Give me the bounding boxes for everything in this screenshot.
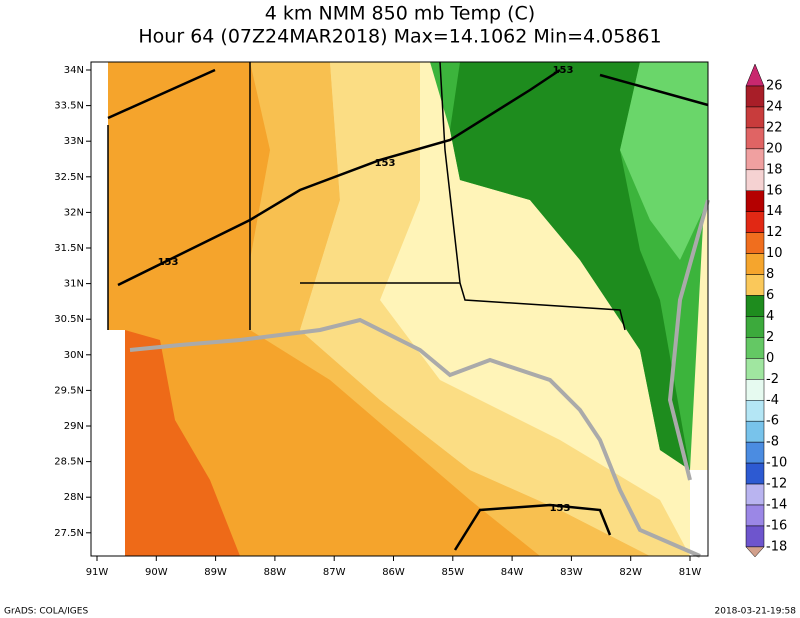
contour-label: 153 xyxy=(553,65,574,76)
orange-region xyxy=(108,62,540,556)
lon-label: 89W xyxy=(204,567,227,578)
state-borders xyxy=(107,61,626,331)
colorbar-label: -10 xyxy=(766,456,787,471)
colorbar-label: -14 xyxy=(766,498,787,513)
footer-left: GrADS: COLA/IGES xyxy=(4,607,88,617)
colorbar-arrow-bottom xyxy=(745,546,765,558)
colorbar-label: 24 xyxy=(766,99,783,114)
colorbar-label: 10 xyxy=(766,246,783,261)
colorbar-label: -18 xyxy=(766,539,787,554)
lon-label: 88W xyxy=(264,567,287,578)
colorbar-box xyxy=(745,127,765,150)
colorbar-label: 26 xyxy=(766,79,783,94)
colorbar-box xyxy=(745,462,765,485)
colorbar-label: 0 xyxy=(766,351,774,366)
coastline-east xyxy=(667,199,710,481)
colorbar-label: 6 xyxy=(766,288,774,303)
lon-label: 83W xyxy=(560,567,583,578)
colorbar-box xyxy=(745,337,765,359)
colorbar-box xyxy=(745,525,765,548)
colorbar-label: -8 xyxy=(766,435,779,450)
lat-label: 29N xyxy=(64,421,84,432)
colorbar-box xyxy=(745,441,765,464)
yellow-region xyxy=(300,62,690,556)
contour-label: 153 xyxy=(375,158,396,169)
dark-green-region xyxy=(450,62,690,470)
lat-label: 32N xyxy=(64,207,84,218)
colorbar-box xyxy=(745,85,765,108)
height-contours xyxy=(107,68,709,551)
lon-label: 85W xyxy=(441,567,464,578)
colorbar-label: -6 xyxy=(766,414,779,429)
colorbar-box xyxy=(745,169,765,192)
lat-label: 30N xyxy=(64,350,84,361)
lon-label: 90W xyxy=(145,567,168,578)
colorbar-label: -2 xyxy=(766,372,779,387)
lat-label: 30.5N xyxy=(54,314,84,325)
lat-label: 32.5N xyxy=(54,172,84,183)
colorbar-label: -16 xyxy=(766,518,787,533)
map-field xyxy=(91,61,710,558)
colorbar-label: 16 xyxy=(766,183,783,198)
colorbar-arrow-top xyxy=(745,63,765,87)
colorbar-box xyxy=(745,400,765,422)
colorbar-box xyxy=(745,190,765,212)
colorbar-box xyxy=(745,420,765,443)
colorbar-box xyxy=(745,106,765,129)
colorbar-label: 22 xyxy=(766,120,783,135)
lat-label: 31.5N xyxy=(54,243,84,254)
lon-label: 86W xyxy=(382,567,405,578)
title-line-2: Hour 64 (07Z24MAR2018) Max=14.1062 Min=4… xyxy=(138,26,661,48)
lat-label: 33.5N xyxy=(54,101,84,112)
lat-label: 27.5N xyxy=(54,528,84,539)
colorbar-box xyxy=(745,316,765,338)
light-green-region xyxy=(620,62,708,260)
colorbar-label: -4 xyxy=(766,393,779,408)
lon-label: 81W xyxy=(679,567,702,578)
colorbar-label: 14 xyxy=(766,204,783,219)
colorbar-box xyxy=(745,504,765,527)
title-line-1: 4 km NMM 850 mb Temp (C) xyxy=(265,3,535,25)
colorbar-label: 4 xyxy=(766,309,774,324)
colorbar-box xyxy=(745,148,765,171)
colorbar-box xyxy=(745,274,765,296)
dark-orange-region xyxy=(125,330,240,556)
coastline xyxy=(129,317,701,558)
colorbar-box xyxy=(745,295,765,317)
colorbar-label: 18 xyxy=(766,162,783,177)
colorbar-label: 20 xyxy=(766,141,783,156)
lon-label: 91W xyxy=(86,567,109,578)
colorbar-label: 2 xyxy=(766,330,774,345)
lon-label: 84W xyxy=(501,567,524,578)
contour-label: 153 xyxy=(550,503,571,514)
colorbar-box xyxy=(745,483,765,506)
colorbar-box xyxy=(745,379,765,401)
lon-label: 87W xyxy=(323,567,346,578)
lat-label: 34N xyxy=(64,65,84,76)
colorbar-box xyxy=(745,232,765,254)
colorbar-label: 8 xyxy=(766,267,774,282)
colorbar-label: -12 xyxy=(766,477,787,492)
contour-label: 153 xyxy=(158,257,179,268)
colorbar-label: 12 xyxy=(766,225,783,240)
lat-label: 28.5N xyxy=(54,457,84,468)
lat-label: 31N xyxy=(64,279,84,290)
footer-right: 2018-03-21-19:58 xyxy=(715,607,797,617)
plot-frame xyxy=(90,61,709,557)
lat-label: 29.5N xyxy=(54,385,84,396)
lon-label: 82W xyxy=(619,567,642,578)
colorbar-box xyxy=(745,253,765,275)
colorbar-box xyxy=(745,358,765,380)
lat-label: 28N xyxy=(64,492,84,503)
colorbar-box xyxy=(745,211,765,233)
lat-label: 33N xyxy=(64,136,84,147)
